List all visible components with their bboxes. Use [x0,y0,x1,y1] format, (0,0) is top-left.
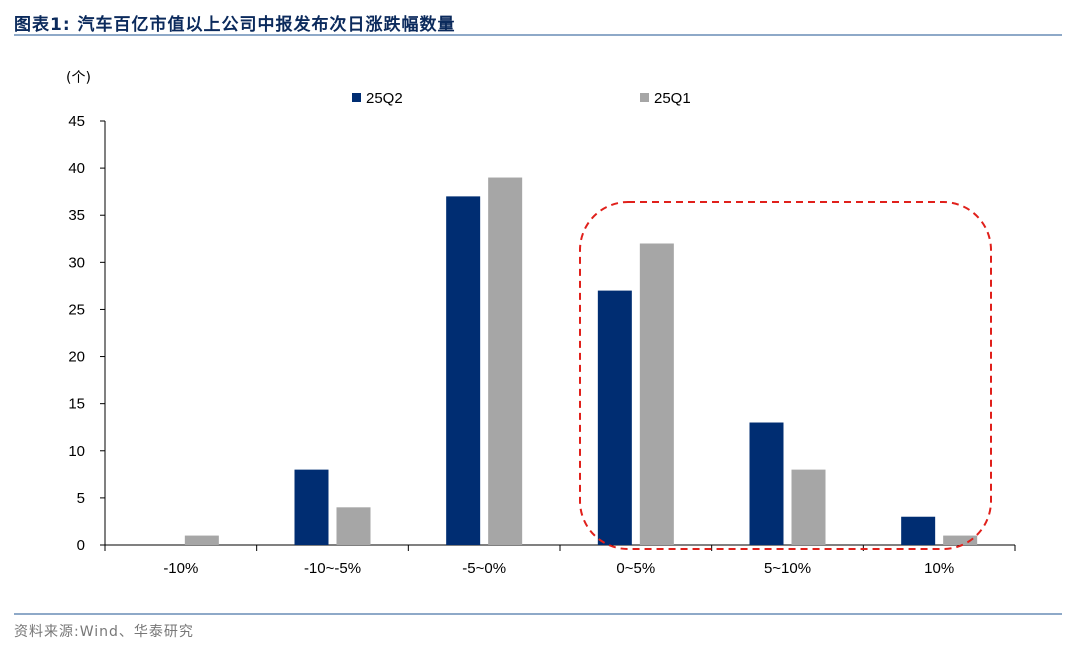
y-tick-label: 45 [68,113,85,130]
x-axis: -10% -10~-5% -5~0% 0~5% 5~10% 10% [104,544,1016,577]
legend-swatch-25Q1 [640,93,649,102]
legend-label-25Q2: 25Q2 [366,90,403,107]
x-tick-label: 0~5% [616,560,655,577]
top-divider [14,34,1062,36]
bar-25Q1-4 [791,469,826,545]
x-tick-label: -5~0% [462,560,506,577]
y-tick-label: 40 [68,160,85,177]
y-tick-label: 15 [68,396,85,413]
y-axis-unit-label: (个) [66,70,91,86]
y-tick-label: 25 [68,301,85,318]
y-tick-label: 30 [68,254,85,271]
bar-25Q1-3 [639,243,674,545]
legend: 25Q2 25Q1 [352,90,691,107]
bar-25Q1-2 [488,177,523,546]
bottom-divider [14,613,1062,615]
bar-25Q2-5 [901,516,936,545]
legend-label-25Q1: 25Q1 [654,90,691,107]
y-tick-label: 0 [77,537,85,554]
bar-25Q1-5 [943,535,978,545]
bar-25Q2-1 [294,469,329,545]
highlight-box-group [579,201,992,550]
legend-swatch-25Q2 [352,93,361,102]
x-tick-label: 10% [924,560,954,577]
bar-25Q2-4 [749,422,784,545]
bar-25Q1-1 [336,507,371,545]
x-tick-label: -10% [163,560,198,577]
source-note: 资料来源:Wind、华泰研究 [14,624,194,640]
bar-series [184,177,978,546]
y-tick-label: 5 [77,490,85,507]
x-tick-label: 5~10% [764,560,811,577]
highlight-box [579,201,992,550]
figure-header: 图表1: 汽车百亿市值以上公司中报发布次日涨跌幅数量 [14,8,1062,35]
bar-25Q2-2 [446,196,481,545]
y-tick-label: 35 [68,207,85,224]
bar-25Q2-3 [597,290,632,545]
y-axis: 0 5 10 15 20 25 30 35 40 45 [68,113,106,554]
y-tick-label: 20 [68,349,85,366]
bar-25Q1-0 [184,535,219,545]
y-tick-label: 10 [68,443,85,460]
x-tick-label: -10~-5% [304,560,361,577]
bar-chart: 0 5 10 15 20 25 30 35 40 45 -10% -10~-5% -5~0% 0~5% 5… [66,70,1016,577]
figure-title: 图表1: 汽车百亿市值以上公司中报发布次日涨跌幅数量 [14,15,456,35]
